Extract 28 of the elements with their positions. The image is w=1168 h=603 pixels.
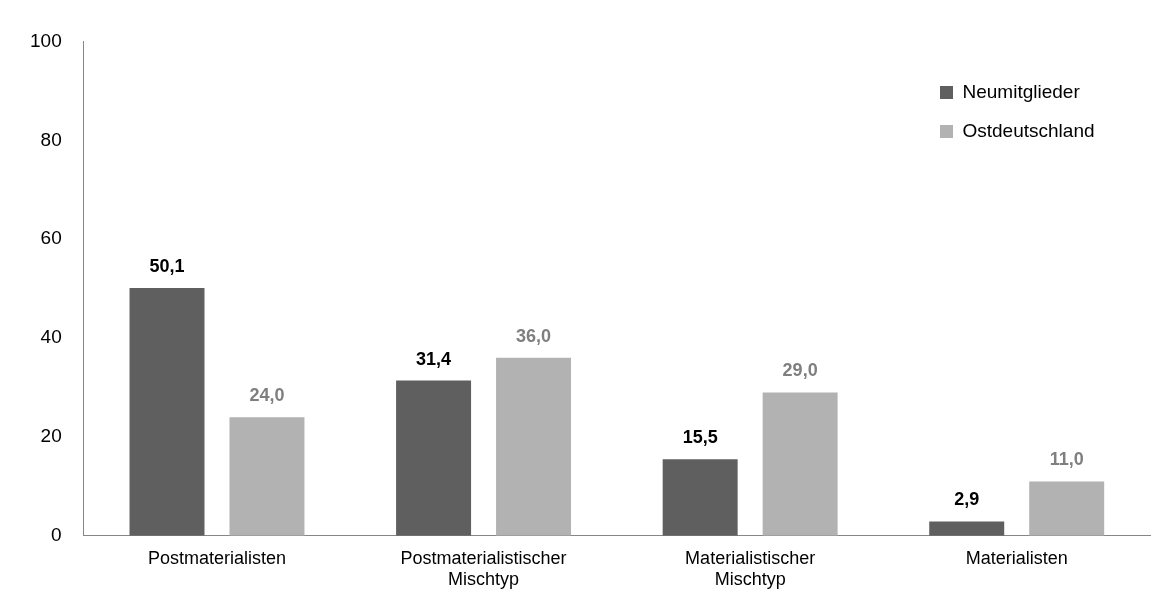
bar — [129, 288, 205, 536]
bar — [496, 357, 572, 536]
data-label: 36,0 — [516, 325, 552, 346]
y-tick-label: 80 — [40, 128, 62, 150]
x-tick-label: Postmaterialisten — [147, 547, 287, 568]
data-label: 11,0 — [1049, 449, 1084, 470]
bar — [396, 380, 472, 536]
bar — [762, 392, 838, 536]
y-tick-label: 0 — [51, 524, 62, 546]
x-tick-label: Materialistischer Mischtyp — [685, 547, 816, 590]
y-tick-label: 20 — [40, 425, 62, 447]
bar — [1029, 481, 1105, 536]
data-label: 31,4 — [416, 348, 452, 369]
bar — [662, 459, 738, 536]
y-tick-label: 100 — [30, 29, 62, 51]
legend-label: Neumitglieder — [962, 80, 1081, 102]
x-tick-label: Materialisten — [965, 547, 1068, 568]
data-label: 29,0 — [782, 360, 818, 381]
data-label: 2,9 — [954, 489, 980, 510]
legend-label: Ostdeutschland — [962, 119, 1095, 141]
bar — [229, 417, 305, 536]
x-tick-label: Postmaterialistischer Mischtyp — [400, 547, 567, 590]
data-label: 24,0 — [249, 385, 285, 406]
bar — [929, 521, 1005, 536]
data-label: 15,5 — [682, 427, 718, 448]
y-tick-label: 40 — [40, 326, 62, 348]
y-tick-label: 60 — [40, 227, 62, 249]
data-label: 50,1 — [149, 256, 185, 277]
